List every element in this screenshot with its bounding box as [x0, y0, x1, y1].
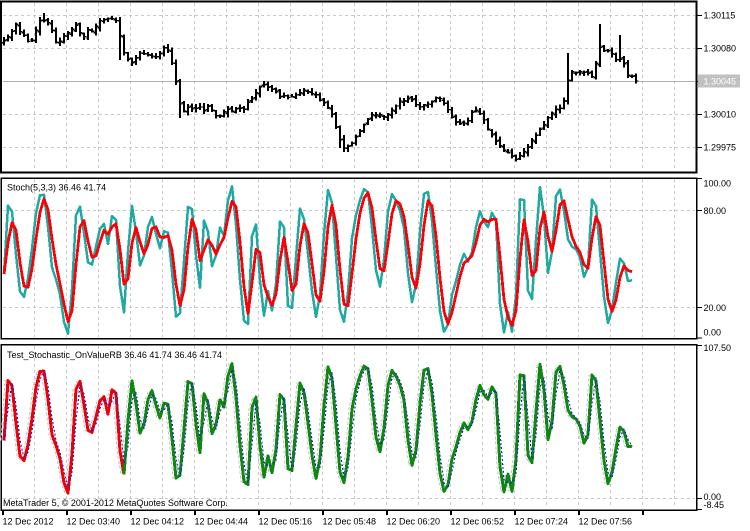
svg-text:1.30045: 1.30045 — [704, 77, 737, 87]
svg-text:1.30080: 1.30080 — [704, 44, 737, 54]
svg-text:0.00: 0.00 — [704, 492, 722, 502]
svg-text:12 Dec 03:40: 12 Dec 03:40 — [67, 517, 121, 527]
svg-text:12 Dec 07:56: 12 Dec 07:56 — [579, 517, 633, 527]
svg-text:1.29975: 1.29975 — [704, 143, 737, 153]
svg-text:12 Dec 06:52: 12 Dec 06:52 — [451, 517, 505, 527]
svg-text:12 Dec 04:12: 12 Dec 04:12 — [131, 517, 185, 527]
svg-text:12 Dec 04:44: 12 Dec 04:44 — [195, 517, 249, 527]
svg-text:20.00: 20.00 — [704, 303, 727, 313]
svg-text:1.30010: 1.30010 — [704, 110, 737, 120]
svg-text:Test_Stochastic_OnValueRB 36.4: Test_Stochastic_OnValueRB 36.46 41.74 36… — [7, 350, 222, 360]
svg-text:107.50: 107.50 — [704, 343, 732, 353]
svg-text:12 Dec 07:24: 12 Dec 07:24 — [515, 517, 569, 527]
svg-text:12 Dec 05:16: 12 Dec 05:16 — [259, 517, 313, 527]
svg-text:Stoch(5,3,3) 36.46 41.74: Stoch(5,3,3) 36.46 41.74 — [7, 183, 106, 193]
svg-text:-8.45: -8.45 — [704, 500, 725, 510]
svg-text:1.30115: 1.30115 — [704, 11, 736, 21]
svg-text:12 Dec 05:48: 12 Dec 05:48 — [323, 517, 377, 527]
svg-text:12 Dec 06:20: 12 Dec 06:20 — [387, 517, 441, 527]
svg-text:0.00: 0.00 — [704, 328, 722, 338]
svg-text:80.00: 80.00 — [704, 206, 727, 216]
svg-text:MetaTrader 5, © 2001-2012 Meta: MetaTrader 5, © 2001-2012 MetaQuotes Sof… — [3, 498, 228, 508]
svg-text:100.00: 100.00 — [704, 179, 732, 189]
svg-text:12 Dec 2012: 12 Dec 2012 — [3, 517, 54, 527]
